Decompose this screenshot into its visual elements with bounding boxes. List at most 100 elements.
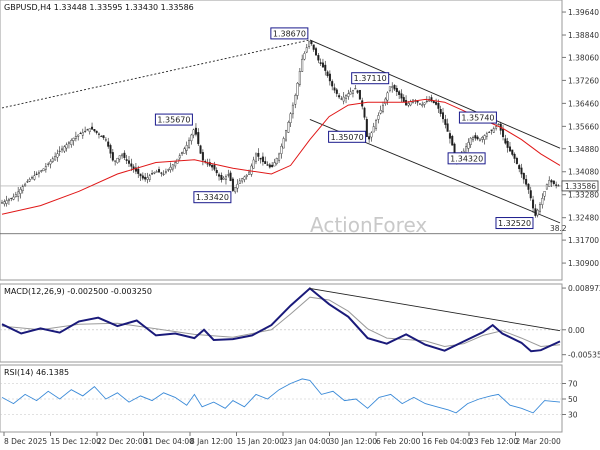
candle-body <box>188 139 191 148</box>
price-annotation-box <box>447 152 486 165</box>
x-tick-label: 30 Jan 12:00 <box>330 437 378 446</box>
candle-body <box>116 158 119 163</box>
candle-body <box>178 155 181 159</box>
candle-body <box>185 145 188 151</box>
candle-body <box>358 89 361 100</box>
macd-ytick-label: -0.005356 <box>568 351 600 360</box>
candle-body <box>485 133 488 137</box>
candle-body <box>243 176 246 180</box>
candle-body <box>418 103 421 105</box>
candle-body <box>400 93 403 99</box>
candle-body <box>275 158 278 164</box>
candle-body <box>218 174 221 177</box>
candle-body <box>241 178 244 182</box>
candle-body <box>222 177 225 180</box>
candle-body <box>95 130 98 133</box>
candle-body <box>545 184 548 190</box>
candle-body <box>259 157 262 160</box>
candle-body <box>492 128 495 133</box>
macd-ytick-label: 0.00 <box>568 326 585 335</box>
candle-body <box>345 95 348 99</box>
candle-body <box>541 197 544 205</box>
candle-body <box>349 91 352 95</box>
candle-body <box>328 73 331 82</box>
price-annotation-box <box>495 217 534 230</box>
price-annotation-label: 1.37110 <box>354 74 387 83</box>
price-annotation-box <box>193 191 232 204</box>
candle-body <box>421 104 424 107</box>
candle-body <box>77 134 80 137</box>
price-ytick-label: 1.37260 <box>568 76 599 85</box>
candle-body <box>386 92 389 101</box>
candle-body <box>317 55 320 61</box>
price-annotation-box <box>328 130 367 143</box>
candle-body <box>520 167 523 175</box>
x-tick-label: 23 Feb 12:00 <box>469 437 518 446</box>
rsi-panel-frame <box>0 364 563 433</box>
candle-body <box>137 168 140 174</box>
price-ytick-label: 1.32480 <box>568 214 599 223</box>
candle-body <box>61 148 64 151</box>
candle-body <box>287 122 290 133</box>
price-ytick-label: 1.34080 <box>568 168 599 177</box>
candle-body <box>266 164 269 166</box>
candle-body <box>211 164 214 168</box>
candle-body <box>158 169 161 173</box>
candle-body <box>291 104 294 115</box>
candle-body <box>536 209 539 216</box>
price-annotation-box <box>351 72 390 85</box>
candle-body <box>469 137 472 145</box>
x-tick-label: 6 Feb 20:00 <box>376 437 421 446</box>
x-tick-label: 2 Mar 20:00 <box>516 437 562 446</box>
price-annotation-box <box>270 27 309 40</box>
candle-body <box>229 172 232 181</box>
candle-body <box>14 194 17 197</box>
candle-body <box>67 142 70 144</box>
candle-body <box>504 138 507 144</box>
candle-body <box>146 177 149 180</box>
candle-body <box>402 97 405 102</box>
candle-body <box>162 173 165 175</box>
candle-body <box>398 91 401 95</box>
candle-body <box>121 154 124 157</box>
macd-signal-line <box>1 296 561 348</box>
x-tick-label: 8 Jan 12:00 <box>190 437 233 446</box>
candle-body <box>375 120 378 129</box>
candle-body <box>525 178 528 185</box>
candle-body <box>169 166 172 171</box>
candle-body <box>171 164 174 170</box>
candle-body <box>423 102 426 105</box>
candle-body <box>271 164 274 168</box>
candle-body <box>144 176 147 180</box>
price-annotation-label: 1.35070 <box>331 133 364 142</box>
candle-body <box>19 189 22 194</box>
fib-level-label: 38.2 <box>550 224 567 233</box>
price-panel: 1.39640 1.38840 1.38060 1.37260 1.36460 1.356… <box>0 8 599 268</box>
candle-body <box>26 181 29 183</box>
price-ytick-label: 1.35660 <box>568 122 599 131</box>
price-ytick-label: 1.31700 <box>568 236 599 245</box>
candle-body <box>308 41 311 47</box>
price-annotation-box <box>458 111 497 124</box>
candle-body <box>139 173 142 177</box>
candle-body <box>130 163 133 167</box>
candle-body <box>40 170 43 172</box>
price-ytick-label: 1.34880 <box>568 145 599 154</box>
candle-body <box>298 71 301 85</box>
candle-body <box>245 174 248 177</box>
candle-body <box>49 161 52 165</box>
candle-body <box>285 130 288 141</box>
candle-body <box>506 141 509 148</box>
candle-body <box>351 89 354 94</box>
candle-body <box>326 71 329 77</box>
candle-body <box>167 169 170 171</box>
candle-body <box>220 175 223 180</box>
candle-body <box>518 165 521 170</box>
candle-body <box>534 208 537 216</box>
macd-ytick-label: 0.008972 <box>568 284 600 293</box>
candle-body <box>231 178 234 191</box>
candle-body <box>151 173 154 175</box>
candle-body <box>430 97 433 102</box>
price-ytick-label: 1.39640 <box>568 8 599 17</box>
candle-body <box>301 58 304 72</box>
